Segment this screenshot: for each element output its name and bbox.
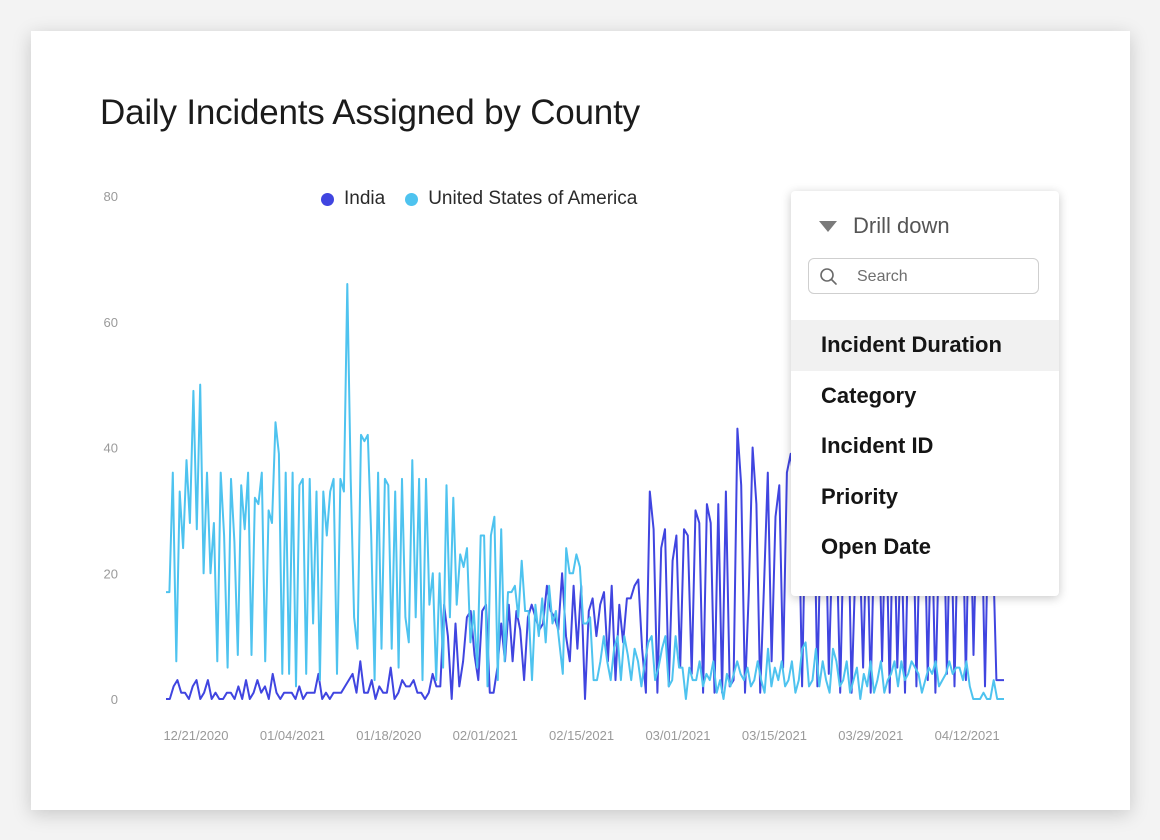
chart-title: Daily Incidents Assigned by County bbox=[100, 93, 640, 132]
legend-label-usa: United States of America bbox=[428, 188, 638, 209]
x-tick-label: 03/01/2021 bbox=[645, 728, 710, 743]
x-tick-label: 01/18/2020 bbox=[356, 728, 421, 743]
legend-item-india[interactable]: India bbox=[321, 188, 385, 210]
caret-down-icon bbox=[819, 220, 837, 232]
x-tick-label: 03/29/2021 bbox=[838, 728, 903, 743]
menu-item-incident-id[interactable]: Incident ID bbox=[821, 433, 934, 458]
y-axis-ticks: 0 20 40 60 80 bbox=[104, 189, 118, 707]
x-tick-label: 01/04/2021 bbox=[260, 728, 325, 743]
x-tick-label: 03/15/2021 bbox=[742, 728, 807, 743]
chart-legend: India United States of America bbox=[321, 188, 637, 210]
y-tick-label: 0 bbox=[111, 692, 118, 707]
x-tick-label: 02/15/2021 bbox=[549, 728, 614, 743]
y-tick-label: 80 bbox=[104, 189, 118, 204]
y-tick-label: 60 bbox=[104, 315, 118, 330]
x-tick-label: 04/12/2021 bbox=[935, 728, 1000, 743]
legend-item-usa[interactable]: United States of America bbox=[405, 188, 637, 210]
legend-swatch-india bbox=[321, 192, 334, 206]
series-line-usa[interactable] bbox=[166, 283, 1004, 700]
menu-item-priority[interactable]: Priority bbox=[821, 483, 899, 509]
series-line-india[interactable] bbox=[166, 427, 1004, 700]
search-icon bbox=[820, 268, 837, 285]
line-chart: 0 20 40 60 80 12/21/2020 01/04/2021 01/18/2020… bbox=[104, 189, 1004, 743]
menu-item-incident-duration[interactable]: Incident Duration bbox=[791, 320, 1059, 371]
menu-item-category[interactable]: Category bbox=[821, 382, 917, 408]
x-tick-label: 12/21/2020 bbox=[163, 728, 228, 743]
x-tick-label: 02/01/2021 bbox=[453, 728, 518, 743]
search-box bbox=[808, 258, 1039, 294]
drill-down-menu: Drill down Incident Duration Category In… bbox=[791, 191, 1059, 596]
x-axis-ticks: 12/21/2020 01/04/2021 01/18/2020 02/01/2021… bbox=[163, 728, 999, 743]
legend-swatch-usa bbox=[405, 192, 419, 206]
y-tick-label: 20 bbox=[104, 566, 118, 581]
drill-down-list: Incident Duration Category Incident ID P… bbox=[791, 320, 1059, 573]
menu-item-open-date[interactable]: Open Date bbox=[821, 534, 932, 559]
series-layer bbox=[166, 283, 1004, 700]
drill-down-header[interactable]: Drill down bbox=[819, 213, 950, 239]
legend-label-india: India bbox=[344, 188, 386, 209]
chart-card: Daily Incidents Assigned by County 0 20 40… bbox=[31, 31, 1130, 810]
y-tick-label: 40 bbox=[104, 441, 118, 456]
search-input[interactable] bbox=[855, 264, 1035, 290]
drill-down-label: Drill down bbox=[853, 213, 950, 238]
